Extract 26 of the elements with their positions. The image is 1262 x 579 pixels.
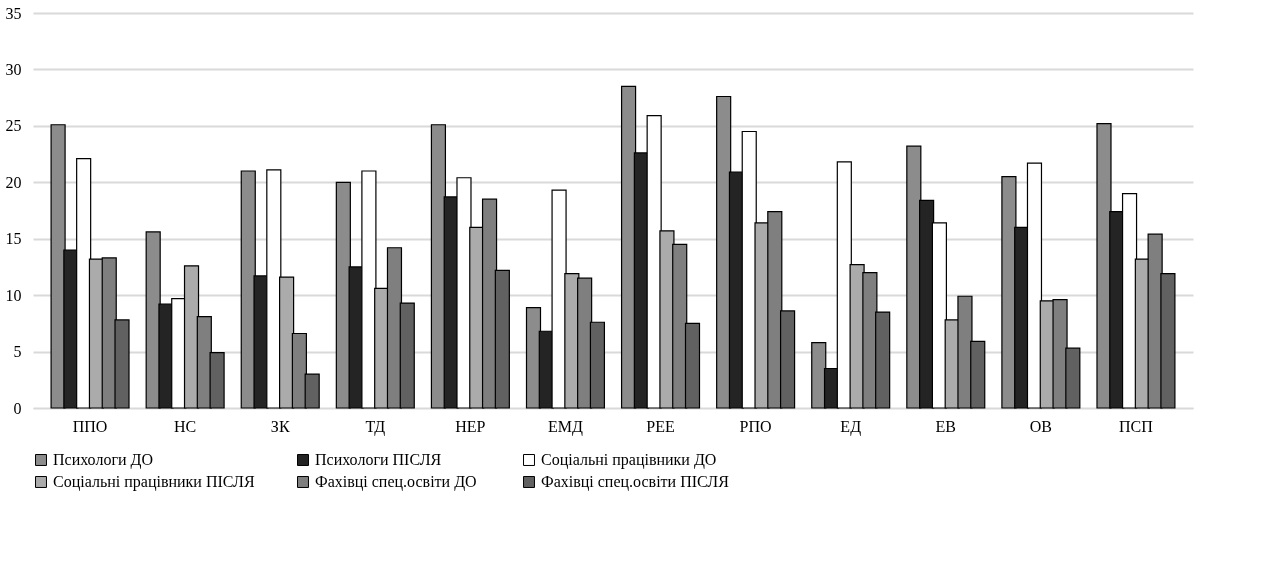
x-tick-label: ЕМД [548, 417, 583, 436]
legend-label: Фахівці спец.освіти ДО [315, 473, 477, 491]
x-tick-label: ЕД [840, 417, 862, 436]
x-tick-label: РПО [739, 417, 772, 435]
y-tick-label: 20 [5, 173, 22, 191]
x-tick-label: ЗК [270, 417, 290, 435]
y-tick-label: 30 [5, 60, 22, 78]
legend-label: Фахівці спец.освіти ПІСЛЯ [541, 473, 730, 491]
x-tick-label: ТД [365, 417, 386, 436]
y-tick-label: 0 [13, 399, 22, 417]
legend-label: Психологи ПІСЛЯ [315, 451, 442, 468]
y-tick-label: 10 [5, 286, 22, 304]
y-tick-label: 15 [5, 230, 22, 248]
x-tick-label: РЕЕ [646, 417, 675, 435]
x-tick-label: ЕВ [935, 417, 957, 435]
y-tick-label: 5 [13, 343, 22, 361]
x-tick-label: НЕР [455, 417, 486, 435]
y-tick-label: 25 [5, 117, 22, 135]
x-tick-label: ОВ [1029, 417, 1052, 435]
x-tick-label: ППО [72, 417, 108, 435]
legend-label: Соціальні працівники ДО [541, 451, 717, 469]
x-tick-label: НС [174, 417, 197, 435]
y-tick-label: 35 [5, 4, 22, 22]
x-tick-label: ПСП [1119, 417, 1154, 435]
legend-label: Соціальні працівники ПІСЛЯ [53, 473, 255, 491]
legend-label: Психологи ДО [53, 451, 153, 469]
